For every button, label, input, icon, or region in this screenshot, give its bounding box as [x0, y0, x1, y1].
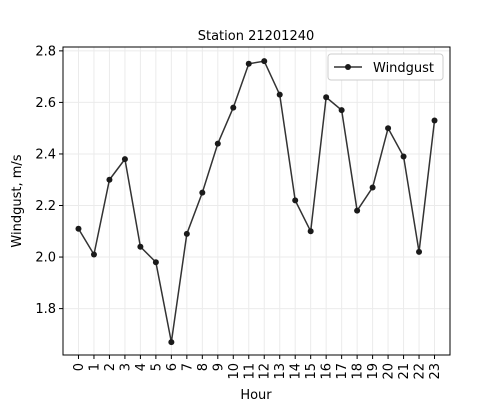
- data-point: [183, 230, 190, 237]
- x-tick-label: 1: [87, 363, 102, 371]
- data-point: [245, 60, 252, 67]
- x-axis-ticks: 0 1 2 3 4 5 6 7 8 9 10 11 12 13 14 15 16 17 18 19 20 21 22 23: [72, 355, 443, 380]
- data-point: [354, 207, 361, 214]
- data-point: [106, 176, 113, 183]
- data-point: [168, 339, 175, 346]
- y-tick-label: 2.4: [35, 147, 56, 162]
- x-tick-label: 23: [428, 363, 443, 380]
- data-point: [385, 125, 392, 132]
- y-tick-label: 2.6: [35, 96, 56, 111]
- x-tick-label: 16: [320, 363, 335, 380]
- data-point: [214, 140, 221, 147]
- data-point: [261, 58, 268, 65]
- data-point: [90, 251, 97, 258]
- series-line: [77, 60, 436, 343]
- x-tick-label: 18: [351, 363, 366, 380]
- series-windgust: [75, 58, 438, 346]
- legend-marker: [345, 64, 351, 70]
- data-point: [369, 184, 376, 191]
- legend-box: [327, 53, 444, 81]
- y-axis-ticks: 1.8 2.0 2.2 2.4 2.6 2.8: [35, 44, 63, 317]
- y-tick-label: 2.8: [35, 44, 56, 59]
- legend: Windgust: [327, 53, 444, 81]
- x-tick-label: 22: [413, 363, 428, 380]
- plot-area: [62, 46, 451, 356]
- x-tick-label: 2: [103, 363, 118, 371]
- chart-title: Station 21201240: [198, 29, 315, 44]
- data-point: [400, 153, 407, 160]
- data-point: [121, 156, 128, 163]
- x-tick-label: 17: [335, 363, 350, 380]
- legend-label: Windgust: [373, 61, 434, 76]
- x-tick-label: 9: [211, 363, 226, 371]
- x-tick-label: 8: [196, 363, 211, 371]
- x-tick-label: 19: [366, 363, 381, 380]
- data-point: [276, 91, 283, 98]
- y-tick-label: 1.8: [35, 302, 56, 317]
- data-point: [137, 243, 144, 250]
- x-tick-label: 6: [165, 363, 180, 371]
- data-point: [323, 94, 330, 101]
- data-point: [152, 259, 159, 266]
- x-tick-label: 3: [118, 363, 133, 371]
- data-point: [199, 189, 206, 196]
- x-tick-label: 4: [134, 363, 149, 371]
- data-point: [307, 228, 314, 235]
- x-tick-label: 14: [289, 363, 304, 380]
- grid: [63, 47, 450, 355]
- x-tick-label: 5: [149, 363, 164, 371]
- x-tick-label: 21: [397, 363, 412, 380]
- x-tick-label: 13: [273, 363, 288, 380]
- x-tick-label: 20: [382, 363, 397, 380]
- x-tick-label: 7: [180, 363, 195, 371]
- x-axis-label: Hour: [240, 388, 272, 400]
- data-point: [75, 225, 82, 232]
- x-tick-label: 15: [304, 363, 319, 380]
- data-point: [338, 107, 345, 114]
- x-tick-label: 11: [242, 363, 257, 380]
- data-point: [416, 248, 423, 255]
- data-point: [431, 117, 438, 124]
- x-tick-label: 12: [258, 363, 273, 380]
- data-point: [230, 104, 237, 111]
- x-tick-label: 0: [72, 363, 87, 371]
- data-point: [292, 197, 299, 204]
- y-axis-label: Windgust, m/s: [10, 154, 25, 247]
- y-tick-label: 2.2: [35, 199, 56, 214]
- y-tick-label: 2.0: [35, 251, 56, 266]
- x-tick-label: 10: [227, 363, 242, 380]
